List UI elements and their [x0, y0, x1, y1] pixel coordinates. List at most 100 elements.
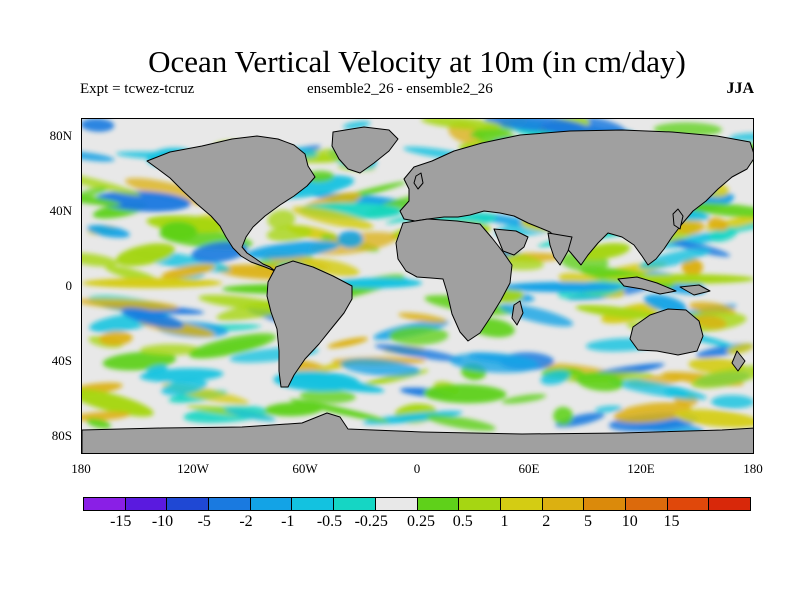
lat-label-40n: 40N	[49, 203, 72, 218]
velocity-patch	[115, 243, 176, 267]
velocity-patch	[421, 119, 502, 130]
season-label: JJA	[726, 80, 754, 97]
velocity-patch	[540, 370, 570, 385]
velocity-patch	[121, 307, 184, 329]
experiment-label: Expt = tcwez-tcruz	[80, 81, 195, 97]
britain	[413, 172, 424, 190]
velocity-patch	[709, 226, 738, 242]
velocity-patch	[82, 151, 115, 162]
velocity-patch	[82, 298, 179, 311]
velocity-patch	[87, 225, 130, 238]
velocity-patch	[291, 374, 385, 393]
velocity-patch	[82, 119, 115, 132]
ensemble-label: ensemble2_26 - ensemble2_26	[307, 81, 493, 97]
velocity-patch	[613, 402, 692, 423]
india	[547, 232, 573, 266]
velocity-patch	[639, 247, 711, 270]
velocity-patch	[689, 301, 736, 316]
velocity-patch	[99, 331, 133, 346]
lon-label-180e: 180	[743, 461, 763, 476]
colorbar-swatch	[334, 498, 376, 510]
new-guinea	[679, 284, 711, 296]
velocity-patch	[146, 364, 168, 375]
velocity-patch	[694, 314, 727, 330]
velocity-patch	[576, 372, 624, 392]
velocity-patch	[224, 408, 276, 422]
velocity-patch	[607, 377, 707, 400]
velocity-patch	[484, 119, 587, 133]
colorbar-swatch	[625, 498, 668, 510]
velocity-patch	[86, 418, 111, 429]
map-panel	[81, 118, 754, 454]
velocity-patch	[267, 209, 296, 230]
colorbar-swatch	[250, 498, 293, 510]
africa	[395, 218, 513, 342]
velocity-patch	[501, 394, 547, 404]
velocity-patch	[667, 238, 731, 257]
velocity-patch	[289, 399, 390, 423]
velocity-patch	[82, 252, 118, 267]
colorbar-tick-label: -1	[281, 513, 295, 530]
velocity-patch	[82, 192, 122, 206]
colorbar-tick-label: 2	[542, 513, 551, 530]
velocity-patch	[292, 206, 374, 230]
colorbar-swatch	[500, 498, 543, 510]
velocity-patch	[82, 187, 107, 198]
velocity-patch	[426, 414, 496, 431]
velocity-patch	[337, 230, 363, 248]
velocity-patch	[707, 217, 729, 231]
velocity-patch	[161, 263, 216, 279]
velocity-patch	[82, 411, 131, 421]
velocity-patch	[595, 405, 623, 413]
chart-title: Ocean Vertical Velocity at 10m (in cm/da…	[148, 44, 686, 79]
velocity-patch	[691, 365, 753, 389]
new-zealand	[731, 350, 746, 372]
lon-label-0: 0	[413, 461, 421, 476]
colorbar-tick-label: -2	[239, 513, 253, 530]
colorbar-swatch	[209, 498, 251, 510]
colorbar-tick-label: 1	[500, 513, 509, 530]
velocity-patch	[198, 294, 284, 310]
lat-label-80s: 80S	[51, 428, 72, 443]
velocity-patch	[682, 202, 753, 218]
velocity-patch	[82, 382, 123, 395]
antarctica	[82, 412, 753, 453]
north-america	[146, 135, 316, 272]
colorbar-tick-label: -15	[110, 513, 132, 530]
colorbar-tick-label: -0.5	[316, 513, 343, 530]
velocity-patch	[389, 326, 449, 346]
equatorial-band	[332, 278, 422, 288]
velocity-patch	[553, 406, 574, 426]
colorbar-swatch	[375, 498, 418, 510]
colorbar-swatch	[709, 498, 750, 510]
velocity-patch	[266, 225, 313, 242]
colorbar-tick-label: 0.25	[407, 513, 435, 530]
lon-label-180w: 180	[71, 461, 91, 476]
velocity-patch	[139, 344, 201, 356]
lat-label-40s: 40S	[51, 353, 72, 368]
colorbar-swatch	[417, 498, 460, 510]
colorbar-tick-label: 5	[584, 513, 592, 530]
land-masses	[82, 126, 753, 453]
velocity-patch	[160, 221, 198, 242]
world-map	[82, 119, 753, 453]
velocity-patch	[398, 312, 448, 324]
lon-label-60w: 60W	[292, 461, 318, 476]
colorbar-tick-label: -10	[151, 513, 174, 530]
greenland	[331, 126, 399, 174]
velocity-patch	[374, 344, 462, 362]
south-america	[266, 260, 353, 388]
velocity-patch	[245, 240, 340, 259]
colorbar-swatch	[84, 498, 126, 510]
japan	[672, 208, 684, 230]
colorbar	[83, 497, 751, 511]
velocity-patch	[449, 352, 539, 373]
velocity-patch	[711, 395, 753, 409]
velocity-patch	[300, 258, 360, 277]
colorbar-swatch	[292, 498, 335, 510]
colorbar-tick-label: 15	[663, 513, 680, 530]
velocity-patch	[643, 294, 687, 313]
colorbar-tick-label: 10	[621, 513, 638, 530]
colorbar-tick-label: 0.5	[452, 513, 473, 530]
velocity-patch	[575, 304, 662, 320]
